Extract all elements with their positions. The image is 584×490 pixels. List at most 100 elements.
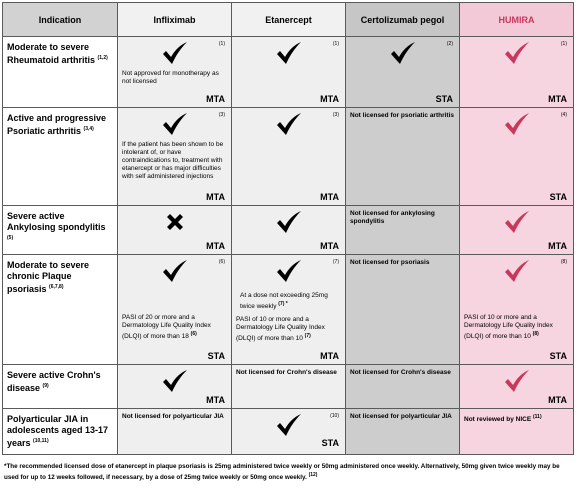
check-icon xyxy=(162,113,187,135)
note-text: PASI of 10 or more and a Dermatology Lif… xyxy=(236,316,325,343)
check-icon xyxy=(276,113,301,135)
cell-note: Not licensed for ankylosing spondylitis xyxy=(350,210,455,226)
certolizumab-cell-content: (2) STA xyxy=(346,37,459,107)
cell-note: Not licensed for Crohn's disease xyxy=(350,369,455,377)
cell-note: Not reviewed by NICE (11) xyxy=(464,413,569,424)
etanercept-cell: Not licensed for Crohn's disease xyxy=(231,364,346,409)
reference-number: (4) xyxy=(560,112,567,118)
cell-note: Not licensed for psoriatic arthritis xyxy=(350,112,455,120)
header-humira: HUMIRA xyxy=(459,2,574,37)
etanercept-cell-content: Not licensed for Crohn's disease xyxy=(232,365,345,408)
note-text: Not licensed for Crohn's disease xyxy=(350,369,451,376)
note-text: Not licensed for ankylosing spondylitis xyxy=(350,210,435,225)
indication-text: Severe active Ankylosing spondylitis (5) xyxy=(3,206,117,251)
certolizumab-cell-content: Not licensed for psoriatic arthritis xyxy=(346,108,459,205)
reference-number: (7) xyxy=(332,259,339,265)
certolizumab-cell: Not licensed for psoriasis xyxy=(345,254,460,365)
table-row: Severe active Crohn's disease (9) MTA Not … xyxy=(2,364,574,409)
indication-label: Moderate to severe Rheumatoid arthritis xyxy=(7,42,96,65)
reference-number: (1) xyxy=(218,41,225,47)
footnote-ref: (12) xyxy=(308,472,318,478)
certolizumab-cell-content: Not licensed for polyarticular JIA xyxy=(346,409,459,451)
indication-ref: (10,11) xyxy=(33,438,49,444)
table-row: Severe active Ankylosing spondylitis (5)… xyxy=(2,205,574,255)
appraisal-label: MTA xyxy=(548,395,567,405)
humira-cell: MTA xyxy=(459,205,574,255)
infliximab-cell-content: (3) If the patient has been shown to be i… xyxy=(118,108,231,205)
reference-number: (6) xyxy=(218,259,225,265)
check-icon xyxy=(162,42,187,64)
check-icon xyxy=(504,211,529,233)
indication-text: Moderate to severe Rheumatoid arthritis … xyxy=(3,37,117,71)
etanercept-cell-content: (1) MTA xyxy=(232,37,345,107)
infliximab-cell: Not licensed for polyarticular JIA xyxy=(117,408,232,455)
appraisal-label: STA xyxy=(549,192,567,202)
cell-note: Not licensed for Crohn's disease xyxy=(236,369,341,377)
dose-ref: (7) * xyxy=(278,301,288,307)
appraisal-label: STA xyxy=(207,351,225,361)
note-text: PASI of 20 or more and a Dermatology Lif… xyxy=(122,314,211,341)
humira-cell-content: (8) PASI of 10 or more and a Dermatology … xyxy=(460,255,573,364)
cell-note: PASI of 10 or more and a Dermatology Lif… xyxy=(464,314,569,341)
cell-note: PASI of 20 or more and a Dermatology Lif… xyxy=(122,314,227,341)
indication-ref: (5) xyxy=(7,235,14,241)
indication-text: Moderate to severe chronic Plaque psoria… xyxy=(3,255,117,300)
etanercept-cell-content: (7) At a dose not exceeding 25mg twice we… xyxy=(232,255,345,364)
table-row: Moderate to severe chronic Plaque psoria… xyxy=(2,254,574,365)
reference-number: (1) xyxy=(560,41,567,47)
check-icon xyxy=(276,260,301,282)
reference-number: (8) xyxy=(560,259,567,265)
infliximab-cell-content: (6) PASI of 20 or more and a Dermatology … xyxy=(118,255,231,364)
note-text: Not approved for monotherapy as not lice… xyxy=(122,70,219,85)
indication-label: Active and progressive Psoriatic arthrit… xyxy=(7,113,107,136)
humira-cell: (1) MTA xyxy=(459,36,574,108)
infliximab-cell: (1) Not approved for monotherapy as not l… xyxy=(117,36,232,108)
indication-cell: Severe active Crohn's disease (9) xyxy=(2,364,118,409)
note-ref: (8) xyxy=(532,331,539,337)
indication-ref: (1,2) xyxy=(97,55,108,61)
etanercept-cell-content: (3) MTA xyxy=(232,108,345,205)
note-text: Not licensed for Crohn's disease xyxy=(236,369,337,376)
appraisal-label: STA xyxy=(549,351,567,361)
header-row: Indication Infliximab Etanercept Certoli… xyxy=(2,2,574,37)
note-ref: (7) xyxy=(304,333,311,339)
indication-ref: (3,4) xyxy=(83,126,94,132)
check-icon xyxy=(162,370,187,392)
humira-cell-content: MTA xyxy=(460,365,573,408)
reference-number: (10) xyxy=(330,413,339,419)
dose-text: At a dose not exceeding 25mg twice weekl… xyxy=(240,292,328,311)
note-text: Not licensed for psoriatic arthritis xyxy=(350,112,455,119)
treatment-comparison-table: Indication Infliximab Etanercept Certoli… xyxy=(2,2,574,455)
header-certolizumab-pegol: Certolizumab pegol xyxy=(345,2,460,37)
appraisal-label: MTA xyxy=(320,94,339,104)
certolizumab-cell: Not licensed for ankylosing spondylitis xyxy=(345,205,460,255)
note-text: Not licensed for polyarticular JIA xyxy=(350,413,452,420)
etanercept-cell: (1) MTA xyxy=(231,36,346,108)
note-text: If the patient has been shown to be into… xyxy=(122,141,224,180)
table-row: Moderate to severe Rheumatoid arthritis … xyxy=(2,36,574,108)
check-icon xyxy=(162,260,187,282)
certolizumab-cell-content: Not licensed for ankylosing spondylitis xyxy=(346,206,459,254)
humira-cell-content: MTA xyxy=(460,206,573,254)
note-text: PASI of 10 or more and a Dermatology Lif… xyxy=(464,314,553,341)
cross-icon xyxy=(166,214,183,230)
appraisal-label: MTA xyxy=(320,192,339,202)
etanercept-cell: (7) At a dose not exceeding 25mg twice we… xyxy=(231,254,346,365)
indication-cell: Polyarticular JIA in adolescents aged 13… xyxy=(2,408,118,455)
indication-label: Polyarticular JIA in adolescents aged 13… xyxy=(7,414,109,448)
check-icon xyxy=(504,370,529,392)
reference-number: (2) xyxy=(446,41,453,47)
appraisal-label: STA xyxy=(435,94,453,104)
note-ref: (11) xyxy=(533,414,542,420)
cell-note: Not approved for monotherapy as not lice… xyxy=(122,70,227,86)
note-ref: (6) xyxy=(190,331,197,337)
table-row: Polyarticular JIA in adolescents aged 13… xyxy=(2,408,574,455)
reference-number: (3) xyxy=(332,112,339,118)
certolizumab-cell: (2) STA xyxy=(345,36,460,108)
check-icon xyxy=(504,42,529,64)
check-icon xyxy=(276,414,301,436)
check-icon xyxy=(276,42,301,64)
appraisal-label: MTA xyxy=(206,192,225,202)
indication-cell: Moderate to severe chronic Plaque psoria… xyxy=(2,254,118,365)
